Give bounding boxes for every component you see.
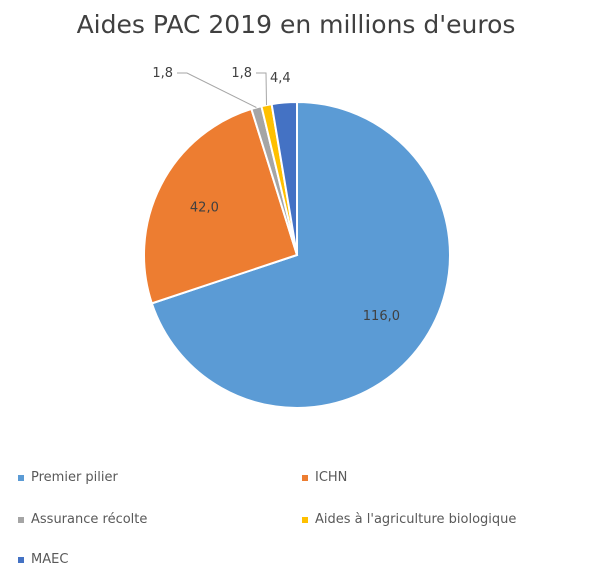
leader-line-assurance-recolte bbox=[177, 72, 257, 108]
legend-label-ichn: ICHN bbox=[315, 470, 348, 485]
pie-chart: 116,0 42,0 1,8 1,8 4,4 bbox=[143, 66, 451, 409]
legend-swatch-ichn bbox=[302, 474, 308, 481]
legend-label-premier-pilier: Premier pilier bbox=[31, 470, 118, 485]
data-label-ichn: 42,0 bbox=[190, 201, 219, 216]
pie-slice-ichn bbox=[143, 107, 299, 305]
data-label-assurance-recolte: 1,8 bbox=[152, 66, 173, 81]
legend-swatch-assurance-recolte bbox=[18, 516, 24, 523]
legend-item-maec: MAEC bbox=[18, 552, 68, 567]
legend-item-premier-pilier: Premier pilier bbox=[18, 470, 118, 485]
legend-label-aides-bio: Aides à l'agriculture biologique bbox=[315, 512, 517, 527]
legend-label-maec: MAEC bbox=[31, 552, 69, 567]
pie-slice-premier-pilier bbox=[150, 100, 451, 409]
data-label-premier-pilier: 116,0 bbox=[363, 309, 400, 324]
data-label-aides-bio: 1,8 bbox=[231, 66, 252, 81]
legend-swatch-premier-pilier bbox=[18, 474, 24, 481]
legend-label-assurance-recolte: Assurance récolte bbox=[31, 512, 148, 527]
legend-swatch-maec bbox=[18, 556, 24, 563]
legend-swatch-aides-bio bbox=[302, 516, 308, 523]
chart-title: Aides PAC 2019 en millions d'euros bbox=[76, 10, 516, 39]
legend-item-aides-bio: Aides à l'agriculture biologique bbox=[302, 512, 516, 527]
legend-item-assurance-recolte: Assurance récolte bbox=[18, 512, 147, 527]
leader-line-aides-bio bbox=[256, 72, 268, 106]
data-label-maec: 4,4 bbox=[270, 71, 291, 86]
pie-slice-maec bbox=[270, 100, 298, 256]
legend-item-ichn: ICHN bbox=[302, 470, 347, 485]
